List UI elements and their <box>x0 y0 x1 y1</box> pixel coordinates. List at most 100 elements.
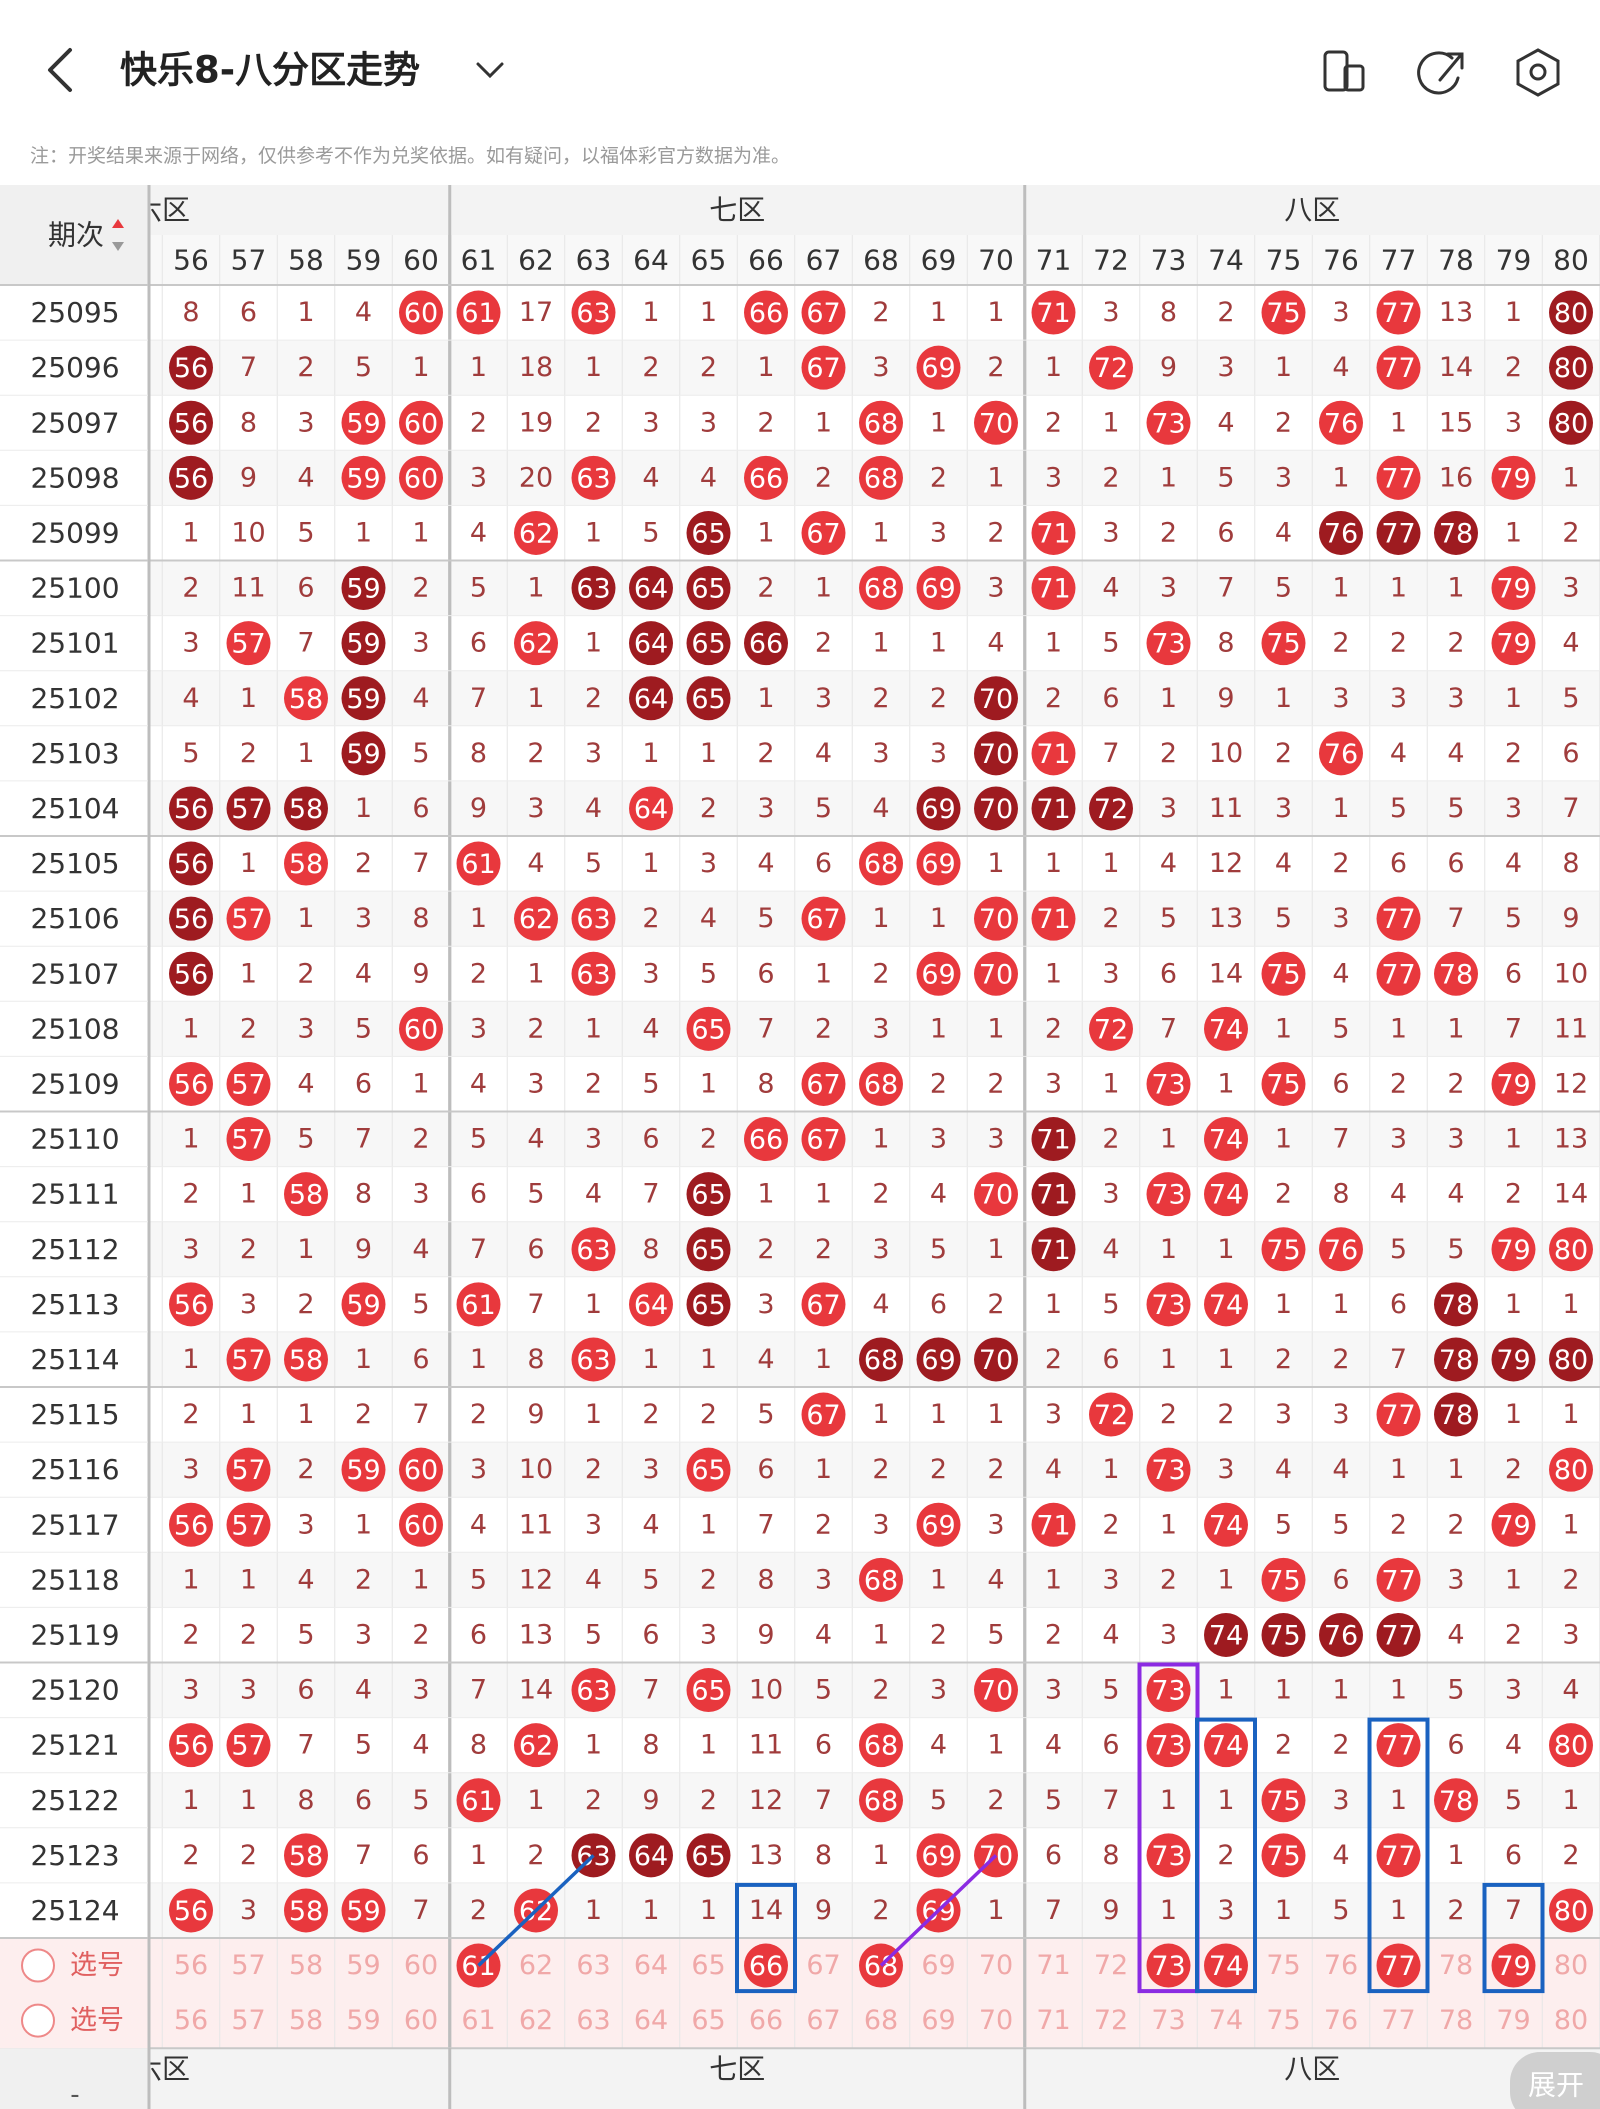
miss-count: 3 <box>757 1289 774 1320</box>
ball <box>1261 1778 1306 1823</box>
miss-count: 2 <box>585 1068 602 1099</box>
ball-number: 77 <box>1381 1841 1415 1872</box>
miss-count: 6 <box>240 297 257 328</box>
miss-count: 2 <box>1045 683 1062 714</box>
title-dropdown[interactable] <box>476 62 504 79</box>
ball <box>686 1282 731 1327</box>
ball-number: 64 <box>634 629 668 660</box>
ball <box>1031 731 1076 776</box>
select-radio[interactable] <box>21 1948 55 1983</box>
ball <box>1146 1061 1191 1106</box>
ball-number: 70 <box>979 904 1013 935</box>
miss-count: 2 <box>930 1068 947 1099</box>
miss-count: 2 <box>1447 1068 1464 1099</box>
miss-count: 1 <box>240 1179 257 1210</box>
layout-icon[interactable] <box>1323 50 1365 92</box>
period: 25116 <box>30 1453 119 1486</box>
miss-count: 1 <box>872 1840 889 1871</box>
select-radio[interactable] <box>21 2003 55 2038</box>
select-number: 67 <box>806 1950 840 1981</box>
ball <box>514 510 558 555</box>
miss-count: 2 <box>470 407 487 438</box>
miss-count: 1 <box>297 297 314 328</box>
miss-count: 1 <box>930 1399 947 1430</box>
miss-count: 6 <box>412 793 429 824</box>
ball <box>571 566 616 611</box>
miss-count: 2 <box>1390 1509 1407 1540</box>
ball <box>801 345 846 390</box>
miss-count: 4 <box>297 1564 314 1595</box>
miss-count: 18 <box>519 352 553 383</box>
miss-count: 4 <box>642 462 659 493</box>
row-bg <box>148 670 1600 726</box>
miss-count: 6 <box>1102 683 1119 714</box>
miss-count: 2 <box>1160 1399 1177 1430</box>
ball-number: 77 <box>1381 1951 1415 1982</box>
period: 25109 <box>30 1067 119 1100</box>
zone-label: 八区 <box>1284 194 1340 227</box>
miss-count: 1 <box>182 1564 199 1595</box>
ball <box>399 400 443 445</box>
ball <box>629 676 673 721</box>
settings-icon[interactable] <box>1516 48 1560 97</box>
miss-count: 2 <box>1217 1840 1234 1871</box>
ball <box>341 1447 386 1492</box>
ball-number: 65 <box>691 1180 725 1211</box>
expand-button[interactable]: 展开 <box>1528 2069 1584 2102</box>
period-header[interactable]: 期次 <box>48 219 104 252</box>
miss-count: 2 <box>240 738 257 769</box>
ball <box>169 786 213 831</box>
period: 25096 <box>30 351 119 384</box>
column-number: 79 <box>1496 244 1532 277</box>
period: 25113 <box>30 1288 119 1321</box>
miss-count: 1 <box>182 1124 199 1155</box>
miss-count: 7 <box>757 1509 774 1540</box>
ball-number: 56 <box>174 353 208 384</box>
ball-number: 73 <box>1151 1841 1185 1872</box>
miss-count: 4 <box>1275 848 1292 879</box>
miss-count: 5 <box>1447 1234 1464 1265</box>
ball-number: 73 <box>1151 1731 1185 1762</box>
miss-count: 6 <box>1390 1289 1407 1320</box>
ball-number: 56 <box>174 1896 208 1927</box>
miss-count: 2 <box>297 958 314 989</box>
ball <box>1434 1392 1478 1437</box>
ball-number: 60 <box>404 1510 438 1541</box>
miss-count: 5 <box>930 1785 947 1816</box>
miss-count: 6 <box>355 1785 372 1816</box>
miss-count: 2 <box>1505 738 1522 769</box>
ball-number: 66 <box>749 1125 783 1156</box>
miss-count: 3 <box>585 738 602 769</box>
miss-count: 7 <box>642 1675 659 1706</box>
back-button[interactable] <box>48 48 72 92</box>
ball-number: 72 <box>1094 1400 1128 1431</box>
share-icon[interactable] <box>1417 51 1464 95</box>
ball-number: 65 <box>691 518 725 549</box>
ball <box>916 951 961 996</box>
miss-count: 5 <box>815 793 832 824</box>
ball-number: 61 <box>461 298 495 329</box>
miss-count: 4 <box>642 1509 659 1540</box>
miss-count: 4 <box>757 848 774 879</box>
expand-button-bg[interactable] <box>1510 2052 1600 2109</box>
ball <box>341 621 386 666</box>
miss-count: 7 <box>470 683 487 714</box>
ball-number: 56 <box>174 408 208 439</box>
miss-count: 1 <box>815 407 832 438</box>
ball-number: 73 <box>1151 1676 1185 1707</box>
ball <box>1146 1943 1191 1988</box>
ball-number: 67 <box>806 1400 840 1431</box>
miss-count: 3 <box>1102 958 1119 989</box>
period: 25100 <box>30 572 119 605</box>
ball <box>1319 1227 1363 1272</box>
miss-count: 11 <box>231 573 265 604</box>
miss-count: 1 <box>987 1234 1004 1265</box>
ball <box>686 1447 731 1492</box>
miss-count: 8 <box>757 1068 774 1099</box>
miss-count: 8 <box>412 903 429 934</box>
miss-count: 12 <box>1209 848 1243 879</box>
ball-number: 77 <box>1381 1565 1415 1596</box>
miss-count: 7 <box>355 1840 372 1871</box>
ball <box>1549 1337 1593 1382</box>
ball-number: 56 <box>174 1731 208 1762</box>
